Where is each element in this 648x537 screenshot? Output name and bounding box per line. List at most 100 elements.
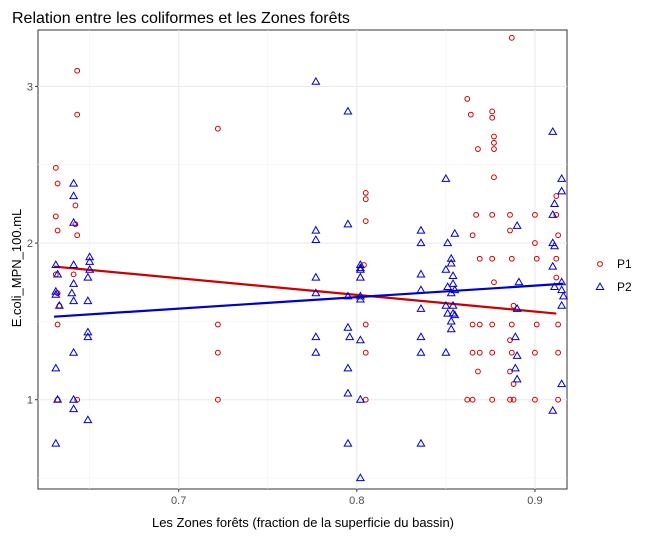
x-axis-ticks: 0.7 0.8 0.9 — [171, 489, 543, 507]
point-p2 — [83, 296, 93, 305]
point-p1 — [74, 232, 81, 239]
point-p1 — [553, 274, 560, 281]
point-p2 — [416, 347, 426, 356]
point-p2 — [441, 300, 451, 309]
point-p2 — [557, 186, 567, 195]
point-p2 — [69, 217, 79, 226]
point-p1 — [464, 96, 471, 102]
point-p2 — [557, 379, 567, 388]
point-p2 — [69, 394, 79, 403]
point-p2 — [510, 332, 520, 341]
point-p2 — [448, 278, 458, 287]
point-p1 — [508, 321, 515, 328]
x-axis-label: Les Zones forêts (fraction de la superfi… — [152, 515, 454, 530]
point-p1 — [507, 368, 513, 375]
point-p1 — [510, 396, 517, 403]
point-p2 — [416, 332, 426, 341]
y-tick-label: 3 — [27, 81, 33, 93]
point-p2 — [355, 260, 365, 269]
point-p1 — [74, 111, 81, 118]
point-p2 — [67, 288, 77, 297]
point-p2 — [512, 374, 522, 383]
point-p2 — [355, 264, 365, 273]
point-p1 — [553, 255, 560, 262]
point-p2 — [355, 335, 365, 344]
point-p1 — [362, 218, 369, 225]
legend-key-p1 — [597, 261, 603, 267]
point-p2 — [416, 269, 426, 278]
point-p2 — [343, 291, 353, 300]
point-p2 — [83, 272, 93, 281]
point-p1 — [489, 349, 496, 356]
point-p1 — [54, 227, 61, 234]
point-p1 — [214, 321, 221, 328]
point-p1 — [70, 271, 77, 278]
point-p2 — [311, 332, 321, 341]
point-p2 — [548, 210, 558, 218]
point-p1 — [476, 349, 483, 356]
point-p1 — [362, 196, 369, 203]
point-p1 — [491, 146, 497, 152]
point-p2 — [345, 332, 355, 341]
point-p1 — [491, 133, 497, 140]
point-p2 — [441, 173, 451, 182]
point-p2 — [549, 199, 560, 207]
legend-key-p2 — [595, 282, 605, 291]
point-p2 — [51, 260, 61, 269]
point-p2 — [355, 294, 365, 303]
point-p2 — [51, 363, 61, 372]
grid-lines — [38, 30, 567, 489]
point-p2 — [69, 191, 79, 200]
point-p2 — [69, 260, 79, 269]
point-p2 — [343, 106, 353, 115]
point-p2 — [355, 263, 365, 272]
point-p1 — [507, 211, 513, 218]
point-p1 — [214, 396, 221, 403]
point-p2 — [446, 253, 456, 262]
point-p1 — [507, 227, 513, 234]
point-p2 — [53, 269, 63, 278]
point-p2 — [441, 264, 451, 273]
point-p1 — [532, 396, 538, 403]
point-p1 — [469, 321, 476, 328]
point-p2 — [512, 304, 522, 312]
point-p1 — [489, 321, 496, 328]
point-p2 — [448, 300, 458, 309]
point-p1 — [214, 125, 221, 132]
point-p2 — [343, 438, 353, 447]
point-p2 — [69, 347, 79, 356]
point-p1 — [491, 139, 497, 146]
point-p1 — [52, 213, 59, 220]
x-tick-label: 0.8 — [349, 495, 364, 507]
legend: P1 P2 — [595, 257, 632, 294]
point-p2 — [448, 271, 458, 280]
point-p2 — [548, 405, 558, 414]
point-p2 — [510, 363, 520, 372]
point-p2 — [83, 332, 93, 341]
point-p1 — [533, 255, 540, 262]
point-p2 — [416, 438, 426, 447]
point-p2 — [311, 272, 321, 281]
point-p1 — [555, 321, 561, 328]
point-p2 — [311, 235, 321, 243]
point-p2 — [53, 394, 63, 403]
point-p2 — [512, 220, 522, 229]
point-p1 — [507, 396, 513, 403]
x-tick-label: 0.7 — [171, 495, 186, 507]
point-p2 — [416, 225, 426, 234]
point-p2 — [69, 404, 79, 413]
point-p1 — [555, 396, 561, 403]
chart-title: Relation entre les coliformes et les Zon… — [12, 10, 350, 27]
point-p2 — [311, 288, 321, 297]
y-tick-label: 2 — [27, 238, 33, 250]
point-p1 — [74, 67, 81, 74]
trend-line-p1 — [53, 265, 557, 315]
point-p2 — [548, 126, 558, 135]
point-p1 — [532, 240, 538, 246]
point-p2 — [416, 304, 426, 312]
point-p1 — [489, 114, 496, 121]
point-p1 — [555, 349, 561, 356]
point-p2 — [549, 282, 560, 290]
point-p1 — [508, 255, 515, 262]
